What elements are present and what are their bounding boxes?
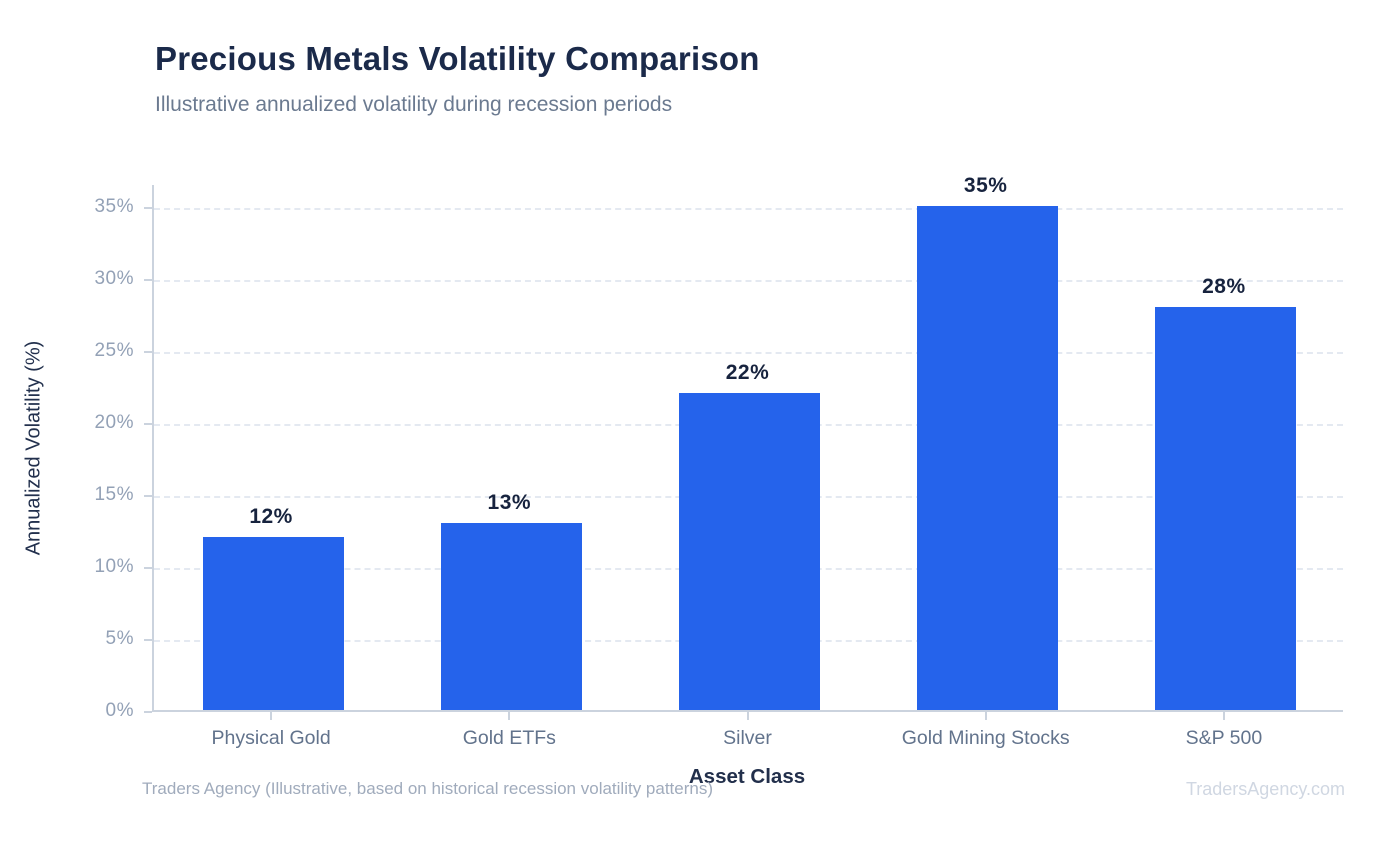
y-tick-mark	[144, 567, 152, 569]
gridline	[154, 208, 1343, 211]
x-tick-mark	[1222, 712, 1225, 720]
x-tick-mark	[984, 712, 987, 720]
y-tick-label: 0%	[105, 700, 134, 721]
x-tick-mark	[270, 712, 273, 720]
y-tick-mark	[144, 423, 152, 426]
y-tick-label: 30%	[94, 268, 134, 290]
y-tick-mark	[144, 279, 152, 282]
y-tick-label: 35%	[94, 196, 134, 218]
x-tick-mark	[508, 712, 511, 720]
x-axis-title: Asset Class	[688, 765, 806, 788]
y-tick-mark	[144, 711, 152, 713]
gridline	[154, 280, 1343, 283]
y-tick-mark	[144, 495, 152, 498]
x-tick-label: Physical Gold	[211, 727, 331, 749]
y-tick-label: 25%	[94, 340, 134, 362]
x-tick-label: Gold Mining Stocks	[901, 727, 1070, 749]
y-axis-title: Annualized Volatility (%)	[22, 340, 45, 556]
x-tick-mark	[746, 712, 749, 720]
bar-value-label: 35%	[963, 174, 1008, 198]
bar-value-label: 28%	[1202, 274, 1246, 298]
gridline	[154, 352, 1343, 355]
y-tick-mark	[144, 351, 152, 354]
x-tick-label: Silver	[723, 727, 772, 749]
website-watermark: TradersAgency.com	[1185, 779, 1345, 799]
plot-area	[152, 185, 1343, 712]
chart-subtitle: Illustrative annualized volatility durin…	[155, 93, 673, 116]
y-tick-mark	[144, 639, 152, 641]
bar-gold-mining-stocks	[917, 206, 1059, 710]
bar-value-label: 22%	[725, 361, 770, 385]
y-tick-mark	[144, 207, 152, 210]
bar-value-label: 12%	[249, 505, 293, 529]
y-tick-label: 20%	[94, 412, 134, 434]
y-tick-label: 10%	[94, 556, 134, 577]
y-tick-label: 5%	[105, 628, 134, 649]
bar-value-label: 13%	[487, 490, 532, 514]
bar-s-p-500	[1155, 306, 1297, 710]
x-tick-label: Gold ETFs	[462, 727, 556, 749]
source-attribution: Traders Agency (Illustrative, based on h…	[142, 779, 714, 798]
bar-silver	[679, 393, 820, 710]
y-tick-label: 15%	[94, 484, 134, 506]
bar-physical-gold	[202, 537, 344, 710]
bar-gold-etfs	[440, 522, 582, 710]
x-tick-label: S&P 500	[1185, 727, 1263, 749]
chart-title: Precious Metals Volatility Comparison	[155, 40, 760, 77]
